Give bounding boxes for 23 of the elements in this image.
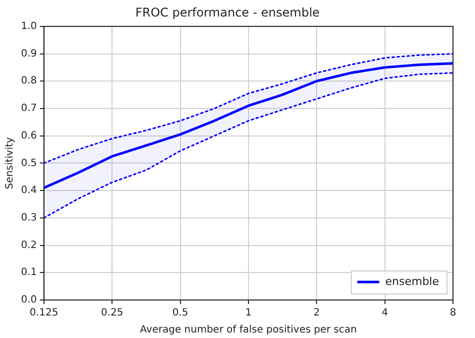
chart-title: FROC performance - ensemble: [135, 5, 320, 20]
line-series: [44, 53, 453, 164]
y-tick-label: 0.4: [20, 185, 37, 196]
x-tick-label: 1: [245, 308, 252, 319]
x-tick-label: 8: [450, 308, 456, 319]
y-tick-label: 0.1: [20, 267, 37, 278]
y-tick-label: 0.6: [20, 130, 37, 142]
x-tick-label: 0.25: [100, 308, 124, 319]
x-tick-label: 0.5: [172, 308, 188, 319]
y-tick-label: 0.3: [20, 212, 37, 224]
y-tick-label: 1.0: [20, 20, 37, 32]
y-tick-label: 0.2: [20, 240, 37, 251]
x-tick-label: 0.125: [30, 308, 58, 319]
y-axis-title: Sensitivity: [4, 137, 16, 190]
y-tick-label: 0.0: [20, 294, 37, 306]
y-tick-label: 0.7: [20, 103, 37, 114]
y-tick-label: 0.9: [20, 48, 37, 60]
legend-label: ensemble: [385, 274, 440, 288]
x-axis-title: Average number of false positives per scan: [140, 324, 357, 336]
y-tick-label: 0.8: [20, 76, 37, 87]
x-tick-label: 2: [313, 308, 320, 319]
y-tick-label: 0.5: [20, 158, 37, 169]
x-tick-label: 4: [382, 308, 388, 319]
